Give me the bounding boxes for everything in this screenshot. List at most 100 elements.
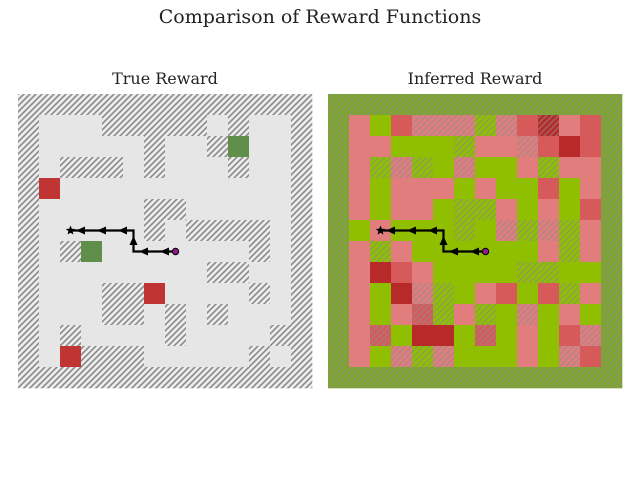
- inferred-reward-cell: [370, 178, 392, 200]
- wall-hatch: [370, 241, 392, 263]
- wall-hatch: [102, 115, 124, 137]
- wall-hatch: [370, 367, 392, 389]
- wall-hatch: [165, 115, 187, 137]
- wall-hatch: [601, 199, 623, 221]
- wall-hatch: [291, 136, 313, 158]
- floor-cell: [165, 283, 187, 305]
- wall-hatch: [18, 304, 40, 326]
- floor-cell: [249, 157, 271, 179]
- wall-hatch: [60, 241, 82, 263]
- wall-hatch: [454, 199, 476, 221]
- inferred-reward-cell: [559, 157, 581, 179]
- inferred-reward-cell: [475, 178, 497, 200]
- floor-cell: [144, 178, 166, 200]
- inferred-reward-cell: [538, 178, 560, 200]
- inferred-reward-cell: [391, 136, 413, 158]
- wall-hatch: [601, 283, 623, 305]
- wall-hatch: [123, 346, 145, 368]
- floor-cell: [39, 136, 61, 158]
- inferred-reward-cell: [496, 304, 518, 326]
- inferred-reward-cell: [559, 304, 581, 326]
- wall-hatch: [249, 367, 271, 389]
- floor-cell: [186, 241, 208, 263]
- inferred-reward-cell: [412, 241, 434, 263]
- inferred-reward-cell: [433, 157, 455, 179]
- floor-cell: [165, 178, 187, 200]
- wall-hatch: [433, 367, 455, 389]
- wall-hatch: [123, 94, 145, 116]
- floor-cell: [39, 262, 61, 284]
- wall-hatch: [144, 136, 166, 158]
- wall-hatch: [601, 136, 623, 158]
- floor-cell: [39, 220, 61, 242]
- inferred-reward-cell: [433, 199, 455, 221]
- wall-hatch: [601, 241, 623, 263]
- wall-hatch: [18, 325, 40, 347]
- inferred-reward-cell: [433, 262, 455, 284]
- wall-hatch: [601, 304, 623, 326]
- true-trajectory-arrow: [97, 226, 106, 235]
- inferred-reward-cell: [517, 157, 539, 179]
- inferred-reward-cell: [370, 346, 392, 368]
- inferred-reward-cell: [454, 178, 476, 200]
- inferred-reward-cell: [496, 241, 518, 263]
- wall-hatch: [391, 94, 413, 116]
- inferred-reward-cell: [412, 178, 434, 200]
- inferred-reward-cell: [349, 157, 371, 179]
- wall-hatch: [18, 115, 40, 137]
- true-trajectory-arrow: [129, 236, 138, 245]
- floor-cell: [60, 199, 82, 221]
- inferred-reward-cell: [475, 157, 497, 179]
- floor-cell: [270, 157, 292, 179]
- wall-hatch: [328, 157, 350, 179]
- inferred-reward-cell: [559, 262, 581, 284]
- wall-hatch: [517, 220, 539, 242]
- floor-cell: [249, 262, 271, 284]
- wall-hatch: [123, 304, 145, 326]
- floor-cell: [102, 199, 124, 221]
- inferred-reward-cell: [517, 241, 539, 263]
- wall-hatch: [328, 136, 350, 158]
- floor-cell: [186, 283, 208, 305]
- wall-hatch: [475, 367, 497, 389]
- inferred-reward-cell: [391, 304, 413, 326]
- floor-cell: [186, 325, 208, 347]
- floor-cell: [207, 346, 229, 368]
- inferred-reward-cell: [391, 325, 413, 347]
- inferred-reward-cell: [475, 136, 497, 158]
- inferred-reward-cell: [475, 262, 497, 284]
- wall-hatch: [207, 262, 229, 284]
- wall-hatch: [538, 157, 560, 179]
- floor-cell: [186, 178, 208, 200]
- floor-cell: [270, 346, 292, 368]
- wall-hatch: [291, 325, 313, 347]
- floor-cell: [270, 220, 292, 242]
- inferred-reward-heatmap: [328, 94, 623, 389]
- wall-hatch: [18, 346, 40, 368]
- wall-hatch: [249, 241, 271, 263]
- inferred-reward-cell: [454, 325, 476, 347]
- floor-cell: [81, 115, 103, 137]
- inferred-reward-cell: [433, 178, 455, 200]
- inferred-reward-cell: [538, 283, 560, 305]
- wall-hatch: [496, 115, 518, 137]
- inferred-reward-cell: [349, 115, 371, 137]
- wall-hatch: [580, 325, 602, 347]
- negative-reward-cell: [144, 283, 166, 305]
- wall-hatch: [496, 220, 518, 242]
- floor-cell: [123, 136, 145, 158]
- inferred-reward-cell: [580, 115, 602, 137]
- wall-hatch: [328, 115, 350, 137]
- wall-hatch: [454, 157, 476, 179]
- wall-hatch: [102, 157, 124, 179]
- inferred-reward-cell: [412, 325, 434, 347]
- inferred-reward-cell: [538, 241, 560, 263]
- wall-hatch: [475, 115, 497, 137]
- inferred-reward-cell: [538, 199, 560, 221]
- inferred-reward-cell: [559, 136, 581, 158]
- wall-hatch: [412, 115, 434, 137]
- wall-hatch: [454, 94, 476, 116]
- floor-cell: [102, 241, 124, 263]
- wall-hatch: [228, 262, 250, 284]
- inferred-reward-title: Inferred Reward: [407, 69, 543, 88]
